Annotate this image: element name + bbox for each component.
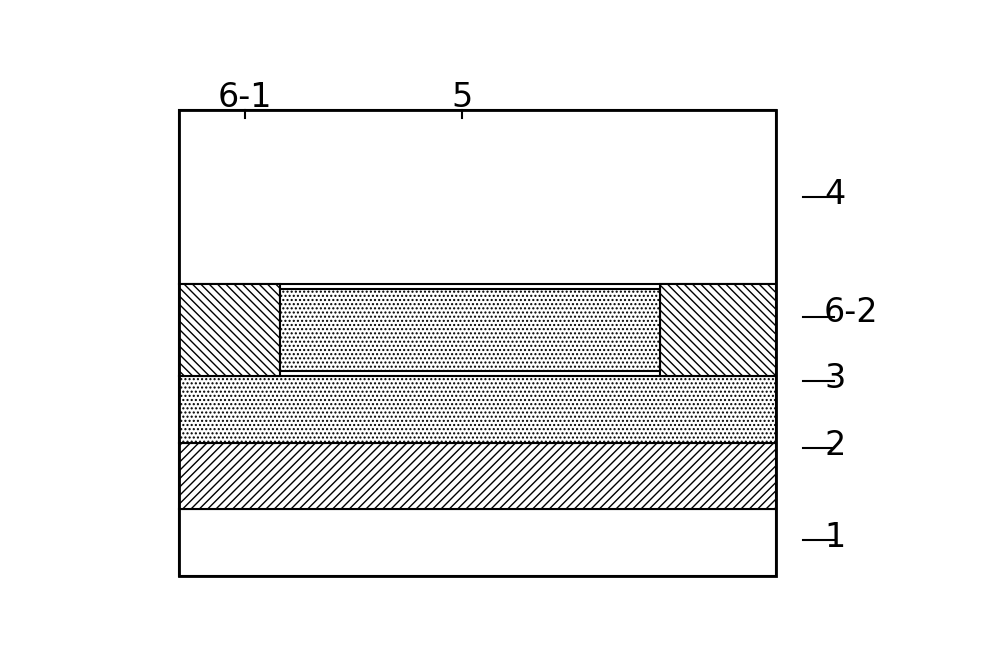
- Bar: [179, 110, 776, 576]
- Bar: [179, 376, 776, 443]
- Bar: [280, 290, 660, 371]
- Bar: [179, 284, 280, 376]
- Text: 6-2: 6-2: [824, 296, 879, 329]
- Text: 4: 4: [824, 178, 845, 211]
- Bar: [179, 509, 776, 576]
- Text: 6-1: 6-1: [218, 81, 272, 114]
- Bar: [660, 284, 776, 376]
- Text: 2: 2: [824, 429, 845, 461]
- Bar: [179, 110, 776, 284]
- Text: 3: 3: [824, 363, 845, 395]
- Text: 1: 1: [824, 521, 845, 554]
- Bar: [179, 443, 776, 509]
- Text: 5: 5: [452, 81, 473, 114]
